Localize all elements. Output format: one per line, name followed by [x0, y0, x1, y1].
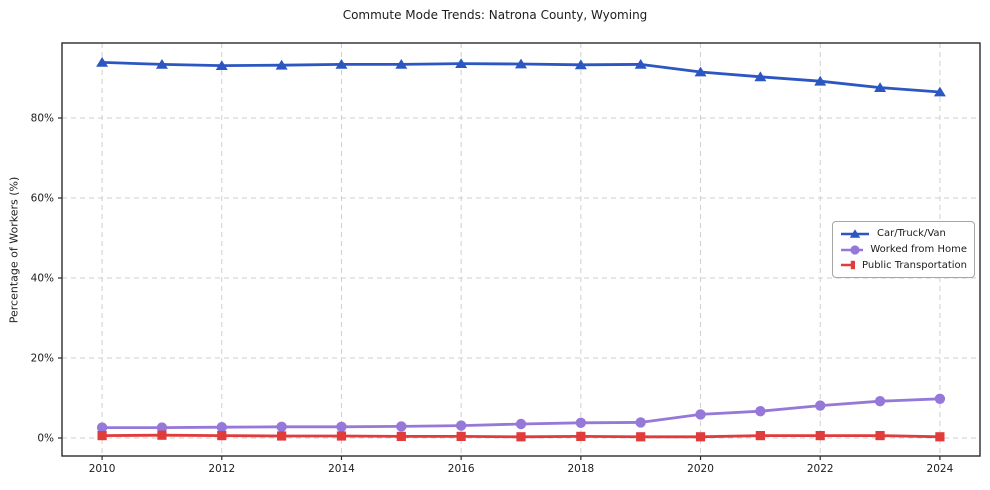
data-point-marker: [695, 432, 706, 442]
series-worked-from-home: [96, 393, 946, 433]
data-point-marker: [157, 430, 167, 440]
data-point-marker: [635, 417, 646, 428]
x-tick-label: 2024: [927, 463, 954, 475]
data-point-marker: [874, 396, 886, 407]
data-point-marker: [155, 59, 168, 69]
data-point-marker: [336, 421, 347, 432]
data-point-marker: [96, 422, 108, 433]
data-point-marker: [575, 417, 587, 428]
data-point-marker: [875, 431, 885, 441]
data-point-marker: [156, 422, 168, 433]
legend-swatch-triangle-icon: [841, 229, 869, 238]
legend-swatch-circle-icon: [841, 244, 864, 255]
y-tick-label: 0%: [37, 433, 54, 445]
x-tick-label: 2014: [328, 463, 355, 475]
data-point-marker: [574, 59, 587, 70]
x-tick-label: 2010: [89, 463, 116, 475]
series-public-transportation: [97, 430, 945, 442]
data-point-marker: [754, 71, 767, 82]
data-point-marker: [815, 431, 825, 441]
x-tick-label: 2020: [687, 463, 714, 475]
data-point-marker: [515, 58, 527, 69]
data-point-marker: [755, 431, 765, 441]
data-point-marker: [933, 86, 946, 97]
data-point-marker: [215, 60, 228, 70]
data-point-marker: [455, 58, 468, 68]
data-point-marker: [634, 59, 647, 69]
series-car-truck-van: [96, 57, 946, 97]
legend-item: Worked from Home: [840, 242, 967, 258]
y-tick-label: 20%: [31, 353, 54, 365]
data-point-marker: [275, 59, 288, 70]
data-point-marker: [874, 82, 887, 92]
x-tick-label: 2016: [448, 463, 475, 475]
plot-border: [61, 42, 981, 457]
chart-title: Commute Mode Trends: Natrona County, Wyo…: [342, 8, 648, 22]
x-tick-label: 2012: [208, 463, 235, 475]
data-point-marker: [96, 57, 109, 67]
data-point-marker: [935, 432, 945, 442]
data-point-marker: [395, 59, 408, 69]
data-point-marker: [814, 75, 827, 86]
data-point-marker: [636, 432, 646, 442]
data-point-marker: [336, 431, 347, 441]
data-point-marker: [694, 66, 707, 77]
legend-label: Worked from Home: [870, 244, 967, 255]
axis-ticks: [58, 117, 941, 460]
data-point-marker: [695, 409, 706, 420]
x-tick-label: 2022: [807, 463, 834, 475]
legend-label: Public Transportation: [862, 259, 967, 271]
data-point-marker: [456, 431, 466, 441]
data-point-marker: [335, 59, 348, 69]
data-point-marker: [277, 431, 287, 441]
data-point-marker: [396, 421, 407, 432]
data-point-marker: [516, 432, 526, 442]
data-point-marker: [515, 418, 527, 430]
data-point-marker: [97, 431, 107, 441]
legend: Car/Truck/Van Worked from Home Public Tran…: [832, 221, 975, 278]
data-point-marker: [396, 431, 406, 441]
data-point-marker: [576, 431, 586, 441]
y-tick-label: 40%: [31, 273, 54, 285]
data-point-marker: [276, 421, 287, 432]
data-point-marker: [934, 393, 946, 404]
legend-label: Car/Truck/Van: [877, 228, 946, 240]
y-tick-label: 80%: [31, 113, 54, 125]
data-point-marker: [217, 431, 227, 441]
legend-swatch-square-icon: [841, 260, 856, 270]
legend-item: Public Transportation: [840, 257, 967, 273]
data-point-marker: [216, 422, 227, 433]
data-point-marker: [755, 406, 766, 417]
legend-item: Car/Truck/Van: [840, 226, 967, 242]
data-point-marker: [455, 420, 467, 431]
y-tick-label: 60%: [31, 193, 54, 205]
x-tick-label: 2018: [567, 463, 594, 475]
data-point-marker: [815, 400, 826, 411]
